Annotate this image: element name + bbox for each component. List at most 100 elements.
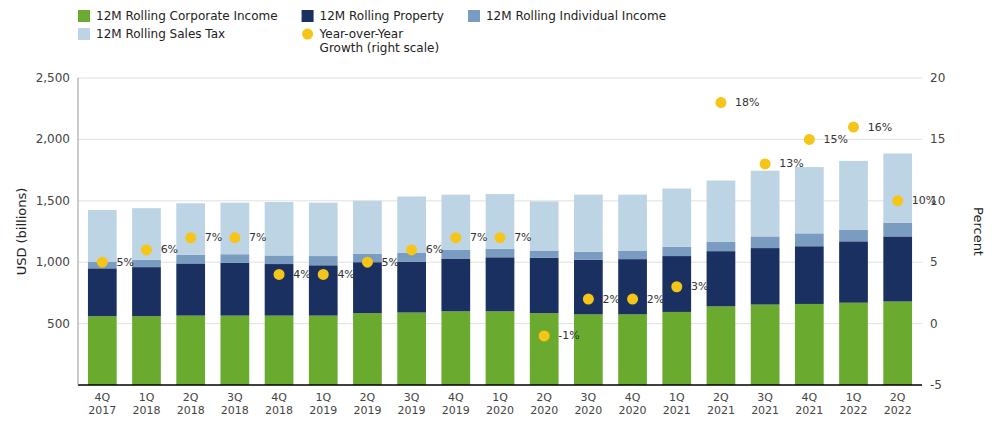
data-label: 5% [382,256,399,269]
bar-segment [176,255,205,264]
bar-segment [795,246,824,304]
y-tick-label: 500 [47,317,70,331]
bar-segment [530,313,559,385]
y2-tick-label: -5 [930,378,942,392]
bar-segment [265,255,294,264]
bar-segment [707,306,736,385]
y-axis-title: USD (billions) [14,188,29,276]
bar-segment [353,262,382,313]
yoy-dot [627,294,638,305]
bar-segment [839,161,868,230]
data-labels: 5%6%7%7%4%4%5%6%7%7%-1%2%2%3%18%13%15%16… [116,96,936,342]
legend-label: 12M Rolling Corporate Income [96,9,278,23]
x-tick-label: 1Q2020 [486,391,514,417]
bar-segment [707,251,736,306]
grid-line [78,78,922,79]
yoy-dot [97,257,108,268]
bar-segment [795,167,824,233]
x-tick-label: 4Q2021 [795,391,823,417]
data-label: 3% [691,280,708,293]
bar-segment [662,247,691,256]
data-label: 2% [603,293,620,306]
data-label: 4% [293,268,310,281]
bar-segment [486,311,515,385]
bar-segment [618,195,647,251]
legend-label: Year-over-YearGrowth (right scale) [319,27,440,55]
data-label: 2% [647,293,664,306]
yoy-dot [760,158,771,169]
bar-segment [883,301,912,385]
bar-segment [221,203,250,255]
bar-segment [397,262,426,313]
legend-swatch [468,10,480,22]
bar-segment [618,251,647,260]
bar-segment [88,210,117,262]
bar-segment [176,203,205,255]
y2-tick-label: 5 [930,255,938,269]
legend-label: 12M Rolling Individual Income [486,9,666,23]
bar-segment [707,181,736,242]
bar-segment [397,313,426,385]
data-label: 7% [205,231,222,244]
bar-segment [176,263,205,315]
yoy-dot [141,244,152,255]
data-label: 7% [249,231,266,244]
legend-label: 12M Rolling Sales Tax [96,27,225,41]
x-tick-label: 4Q2019 [442,391,470,417]
x-tick-label: 4Q2018 [265,391,293,417]
bar-segment [795,233,824,246]
bar-segment [530,201,559,250]
y-axis-line [78,78,79,385]
yoy-dot [274,269,285,280]
data-label: 18% [735,96,759,109]
y2-tick-label: 0 [930,317,938,331]
bar-segment [795,304,824,385]
bar-segment [353,313,382,385]
x-tick-label: 2Q2019 [353,391,381,417]
bar-segment [486,194,515,249]
bar-segment [574,195,603,252]
x-tick-label: 3Q2020 [574,391,602,417]
y-tick-label: 2,500 [36,71,70,85]
bar-segment [132,260,161,267]
x-tick-label: 2Q2022 [884,391,912,417]
bar-segment [574,260,603,315]
bar-segment [662,312,691,385]
y2-tick-label: 20 [930,71,945,85]
bar-segment [309,316,338,385]
bar-segment [265,316,294,385]
y-tick-label: 2,000 [36,132,70,146]
legend-item: 12M Rolling Property [302,9,444,23]
bar-segment [441,195,470,250]
yoy-dot [318,269,329,280]
x-tick-label: 2Q2018 [177,391,205,417]
bar-segment [88,268,117,316]
legend-item: Year-over-YearGrowth (right scale) [302,27,439,55]
bar-segment [265,264,294,316]
yoy-dot [715,97,726,108]
bar-segment [441,259,470,312]
legend-item: 12M Rolling Sales Tax [78,27,225,41]
bar-segment [132,267,161,316]
yoy-dot [450,232,461,243]
bar-segment [486,249,515,258]
yoy-dot [495,232,506,243]
bar-segment [751,248,780,304]
bar-segment [883,236,912,301]
yoy-dot [848,122,859,133]
bar-segment [265,202,294,255]
data-label: 7% [514,231,531,244]
bar-segment [530,258,559,313]
y-tick-label: 1,500 [36,194,70,208]
y2-tick-label: 15 [930,132,945,146]
data-label: 6% [426,243,443,256]
x-tick-label: 2Q2021 [707,391,735,417]
x-tick-label: 1Q2021 [663,391,691,417]
marks [88,97,912,385]
bar-segment [176,316,205,385]
y2-axis-title: Percent [971,207,986,256]
bar-segment [574,314,603,385]
bar-segment [88,316,117,385]
bar-segment [839,241,868,302]
x-tick-label: 4Q2017 [88,391,116,417]
